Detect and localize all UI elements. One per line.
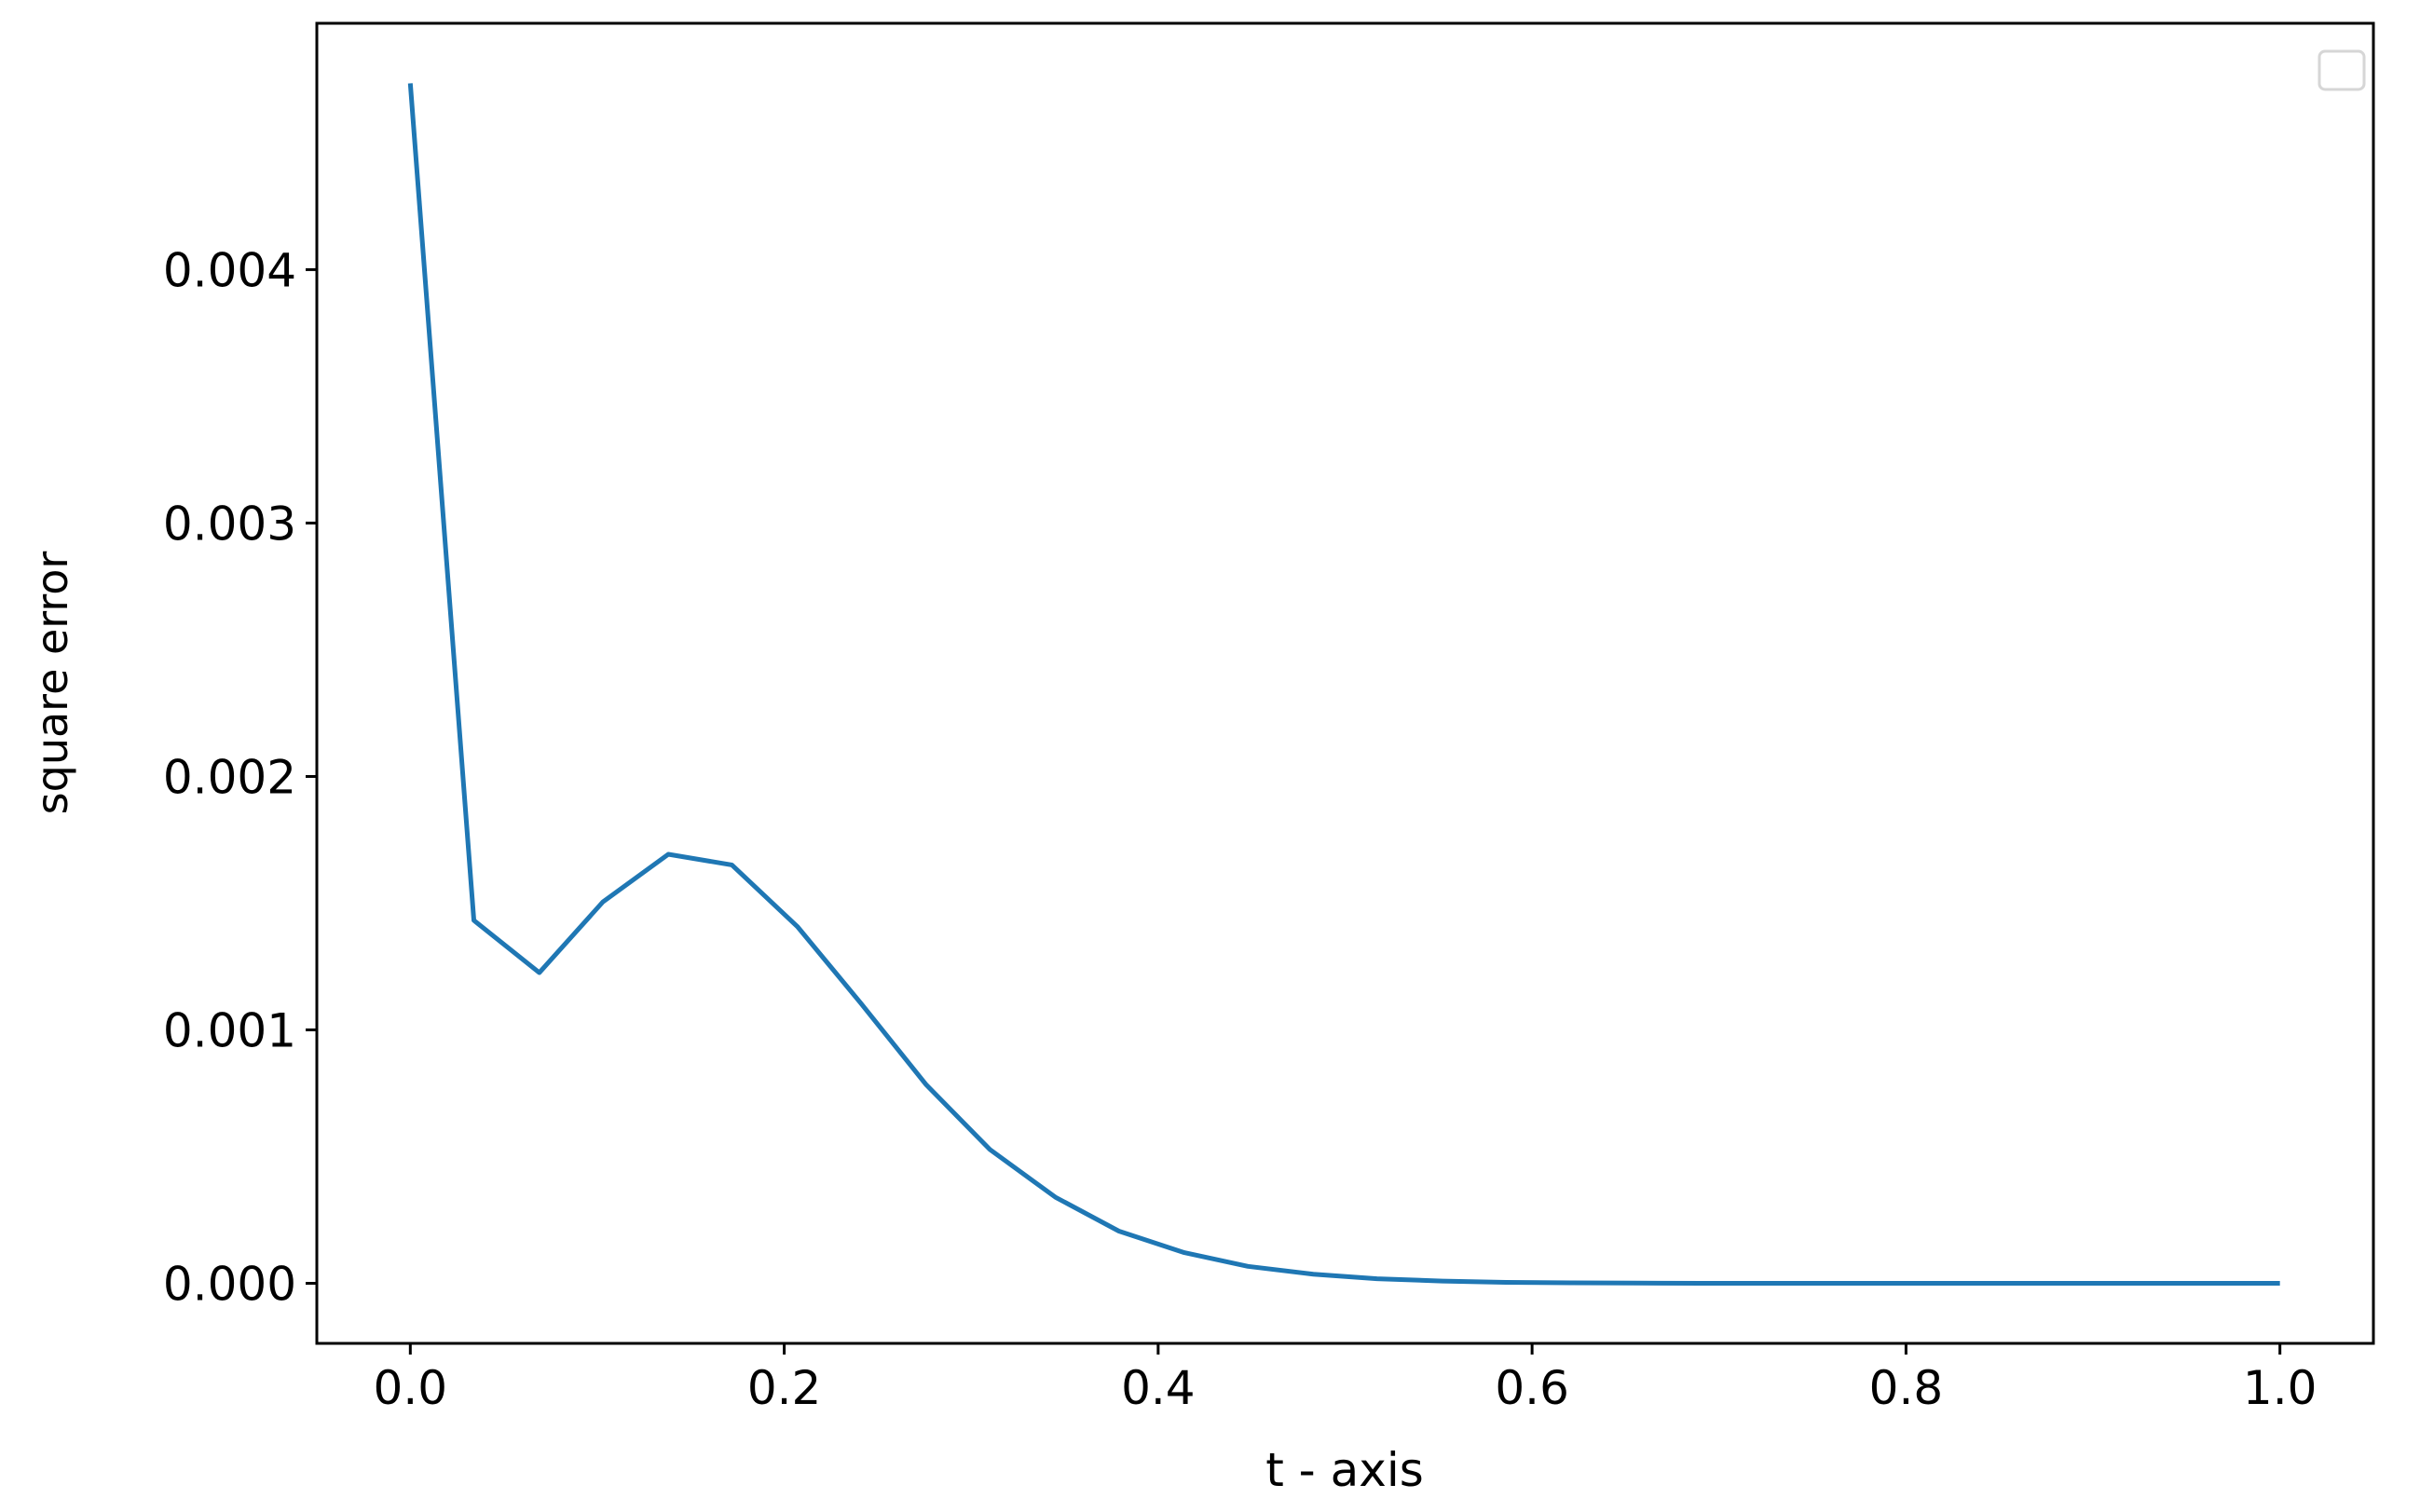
x-tick-label: 0.0 [374, 1361, 448, 1415]
x-tick-label: 0.2 [747, 1361, 822, 1415]
y-axis-label: square error [27, 552, 77, 815]
data-line [407, 83, 2280, 1287]
x-axis-label: t - axis [1265, 1443, 1424, 1497]
y-tick-label: 0.002 [163, 750, 296, 804]
y-tick-label: 0.003 [163, 497, 296, 551]
x-tick-label: 0.8 [1869, 1361, 1944, 1415]
x-tick-label: 0.6 [1495, 1361, 1569, 1415]
y-tick-label: 0.000 [163, 1258, 296, 1312]
plot-frame [315, 21, 2375, 1345]
x-tick-label: 0.4 [1121, 1361, 1196, 1415]
y-tick-label: 0.001 [163, 1003, 296, 1057]
y-tick-label: 0.004 [163, 243, 296, 297]
legend-box [2317, 49, 2366, 91]
x-tick-label: 1.0 [2243, 1361, 2317, 1415]
